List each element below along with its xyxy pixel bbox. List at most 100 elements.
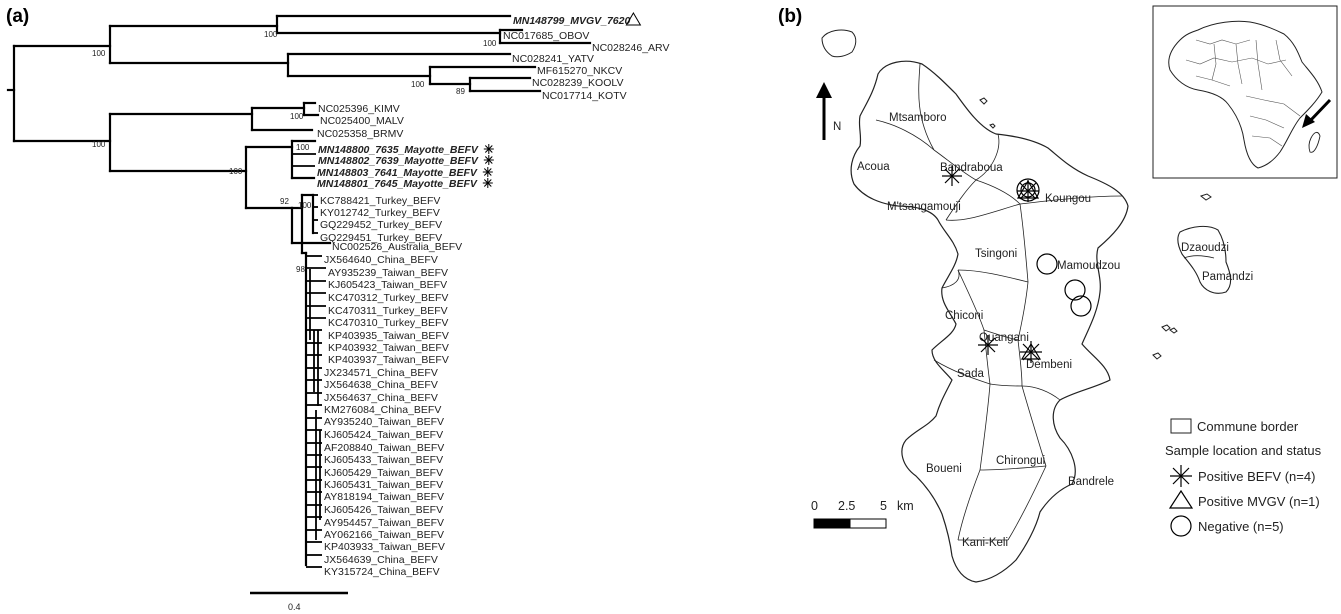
commune-label: Mtsamboro [889, 112, 947, 124]
commune-labels: Mtsamboro Acoua Bandraboua Koungou M'tsa… [857, 112, 1253, 549]
circle-icon [1064, 279, 1086, 301]
support-value: 92 [280, 197, 289, 206]
asterisk-icon [978, 335, 998, 355]
asterisk-icon [482, 178, 493, 188]
circle-icon [1170, 515, 1192, 537]
commune-label: Boueni [926, 463, 962, 475]
support-value: 100 [264, 30, 278, 39]
tree-leaf-label: KJ605431_Taiwan_BEFV [324, 479, 443, 491]
tree-branches [6, 14, 592, 568]
tree-leaf-label: KP403937_Taiwan_BEFV [328, 354, 449, 366]
tree-leaf-label: KJ605423_Taiwan_BEFV [328, 279, 447, 291]
map-legend: Commune border Sample location and statu… [1165, 418, 1322, 537]
tree-leaf-label: NC017714_KOTV [542, 90, 627, 102]
panel-a: (a) [6, 6, 669, 612]
sample-markers [942, 166, 1092, 363]
locator-arrow [1307, 98, 1332, 124]
tree-leaf-label: KP403932_Taiwan_BEFV [328, 342, 449, 354]
tree-leaf-label: NC017685_OBOV [503, 30, 589, 42]
scale-tick-label: 2.5 [838, 499, 855, 513]
commune-label: Dzaoudzi [1181, 242, 1229, 254]
scale-bar-label: 0.4 [288, 602, 301, 612]
legend-item-label: Negative (n=5) [1198, 519, 1284, 534]
tree-leaf-label: NC028246_ARV [592, 42, 669, 54]
tree-leaf-label: AF208840_Taiwan_BEFV [324, 442, 444, 454]
tree-leaf-label: KC470312_Turkey_BEFV [328, 292, 448, 304]
tree-leaf-label: KJ605424_Taiwan_BEFV [324, 429, 443, 441]
inset-africa-map [1152, 5, 1338, 179]
tree-leaf-label: NC025358_BRMV [317, 128, 403, 140]
tree-leaf-label: MN148803_7641_Mayotte_BEFV [317, 167, 478, 179]
support-value: 100 [298, 201, 312, 210]
africa-outline [1168, 20, 1323, 169]
legend-border-label: Commune border [1197, 419, 1299, 434]
triangle-icon [1016, 179, 1040, 199]
bootstrap-values: 100 100 100 100 89 100 100 100 100 92 10… [92, 30, 497, 274]
island-grande-terre [850, 60, 1129, 583]
islet-choizil [821, 29, 857, 58]
support-value: 100 [229, 167, 243, 176]
tree-leaf-label: KM276084_China_BEFV [324, 404, 441, 416]
north-label: N [833, 121, 841, 133]
commune-label: M'tsangamouji [887, 201, 961, 213]
tree-leaf-label: AY935240_Taiwan_BEFV [324, 416, 444, 428]
commune-label: Tsingoni [975, 248, 1017, 260]
support-value: 89 [456, 87, 465, 96]
support-value: 100 [296, 143, 310, 152]
tree-leaf-label: AY062166_Taiwan_BEFV [324, 529, 444, 541]
tree-leaf-label: KJ605433_Taiwan_BEFV [324, 454, 443, 466]
tree-leaf-label: JX564640_China_BEFV [324, 254, 438, 266]
commune-label: Sada [957, 368, 984, 380]
tree-leaf-label: KY315724_China_BEFV [324, 566, 440, 578]
circle-icon [1036, 253, 1058, 275]
asterisk-icon [483, 144, 494, 154]
tree-leaf-label: AY935239_Taiwan_BEFV [328, 267, 448, 279]
tree-leaf-label: JX564637_China_BEFV [324, 392, 438, 404]
tree-leaf-label: NC028239_KOOLV [532, 77, 623, 89]
tree-leaf-label: NC025396_KIMV [318, 103, 400, 115]
tree-leaf-label: KC470311_Turkey_BEFV [328, 305, 448, 317]
tree-leaf-label: NC002526_Australia_BEFV [332, 241, 462, 253]
panel-a-label: (a) [6, 6, 29, 27]
tree-leaf-label: JX234571_China_BEFV [324, 367, 438, 379]
commune-label: Mamoudzou [1057, 260, 1120, 272]
asterisk-icon [483, 155, 494, 165]
commune-label: Bandraboua [940, 162, 1003, 174]
panel-b: (b) [778, 5, 1338, 583]
tree-leaf-label: KP403935_Taiwan_BEFV [328, 330, 449, 342]
scale-tick-label: 5 [880, 499, 887, 513]
tree-leaf-label: GQ229452_Turkey_BEFV [320, 219, 442, 231]
tree-leaf-label: MN148800_7635_Mayotte_BEFV [318, 144, 479, 156]
tree-leaf-label: NC025400_MALV [320, 115, 404, 127]
legend-heading: Sample location and status [1165, 443, 1322, 458]
commune-label: Kani-Keli [962, 537, 1008, 549]
support-value: 100 [92, 140, 106, 149]
island-petite-terre [1177, 225, 1232, 294]
commune-label: Ouangani [979, 332, 1029, 344]
tree-leaf-label: KC788421_Turkey_BEFV [320, 195, 440, 207]
tree-leaf-label: MN148801_7645_Mayotte_BEFV [317, 178, 478, 190]
panel-b-label: (b) [778, 6, 802, 27]
commune-label: Koungou [1045, 193, 1091, 205]
commune-label: Dembeni [1026, 359, 1072, 371]
north-arrow: N [816, 82, 841, 140]
circle-icon [1070, 295, 1092, 317]
tree-leaf-label: JX564639_China_BEFV [324, 554, 438, 566]
support-value: 100 [483, 39, 497, 48]
tree-leaf-label: GQ229451_Turkey_BEFV [320, 232, 442, 244]
scale-unit: km [897, 499, 914, 513]
commune-label: Bandrele [1068, 476, 1114, 488]
commune-label: Acoua [857, 161, 890, 173]
commune-label: Pamandzi [1202, 271, 1253, 283]
tree-leaf-label: MN148802_7639_Mayotte_BEFV [318, 155, 479, 167]
triangle-icon [625, 12, 642, 26]
legend-item-label: Positive MVGV (n=1) [1198, 494, 1320, 509]
asterisk-icon [482, 167, 493, 177]
tree-leaf-labels: MN148799_MVGV_7620 NC017685_OBOVNC028246_… [317, 12, 669, 578]
tree-leaf-label: KJ605426_Taiwan_BEFV [324, 504, 443, 516]
tree-leaf-label: KP403933_Taiwan_BEFV [324, 541, 445, 553]
support-value: 100 [411, 80, 425, 89]
tree-leaf-label: KC470310_Turkey_BEFV [328, 317, 448, 329]
map-scale-bar: 0 2.5 5 km [811, 499, 914, 529]
